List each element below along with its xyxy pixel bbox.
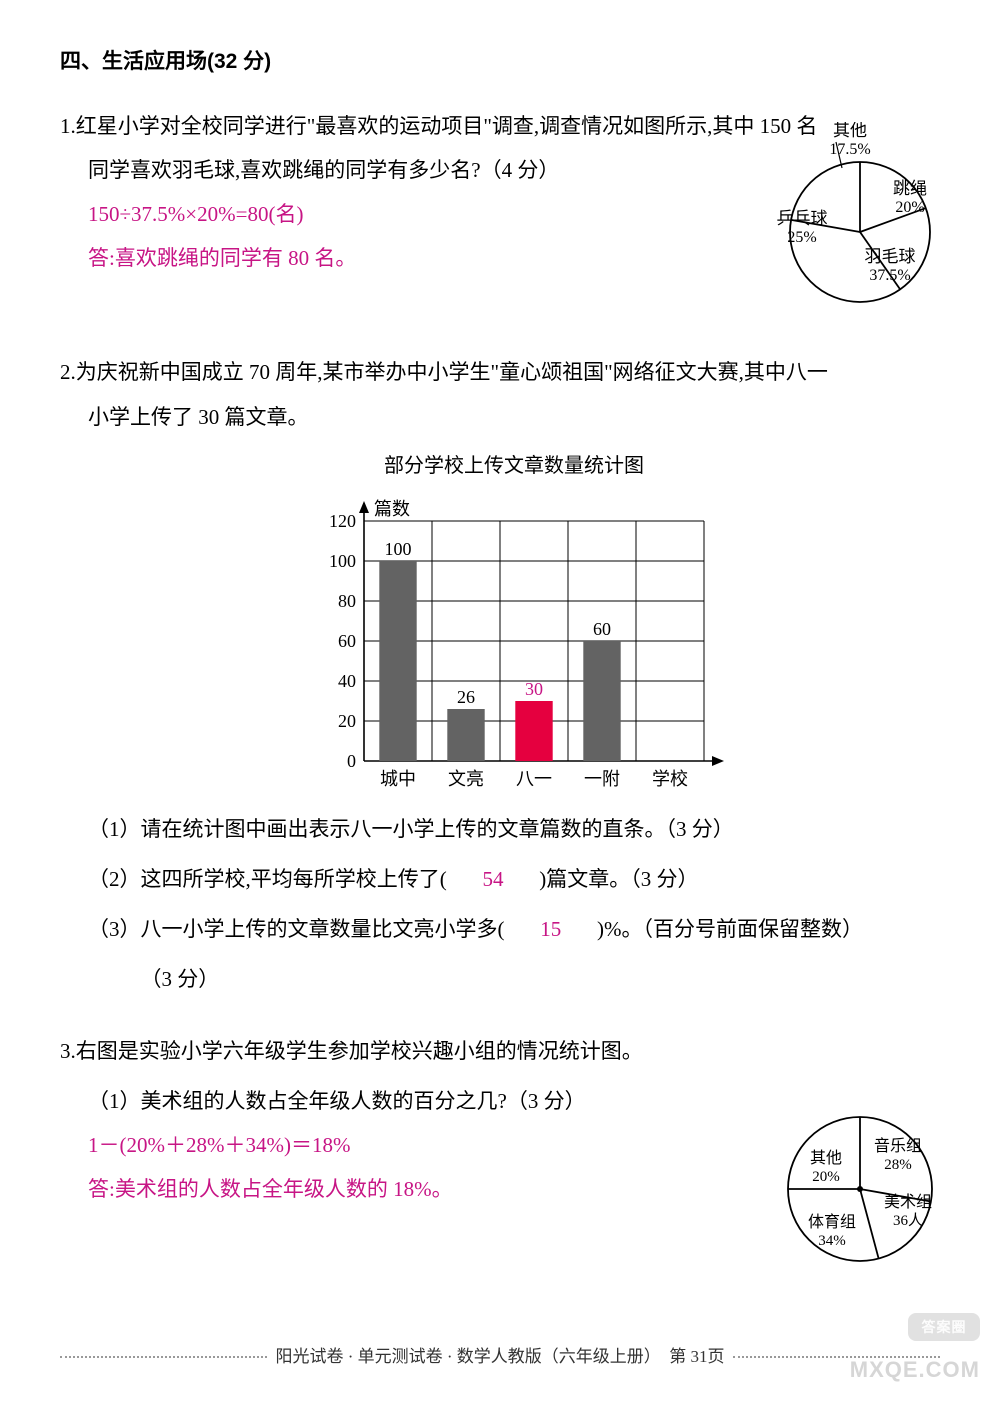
svg-text:100: 100	[385, 539, 412, 559]
svg-text:八一: 八一	[516, 769, 552, 789]
svg-text:40: 40	[338, 671, 356, 691]
svg-text:20%: 20%	[895, 199, 924, 216]
svg-text:美术组: 美术组	[884, 1193, 932, 1211]
q2-sub3-tail: （3 分）	[88, 957, 940, 1001]
q2-sub2: （2）这四所学校,平均每所学校上传了( 54 )篇文章。（3 分）	[88, 857, 940, 901]
q1-num: 1.	[60, 114, 76, 138]
svg-text:60: 60	[593, 619, 611, 639]
svg-text:羽毛球: 羽毛球	[865, 247, 916, 266]
question-3: 3.右图是实验小学六年级学生参加学校兴趣小组的情况统计图。 （1）美术组的人数占…	[60, 1029, 940, 1211]
q2-line1: 2.为庆祝新中国成立 70 周年,某市举办中小学生"童心颂祖国"网络征文大赛,其…	[60, 350, 940, 394]
q2-text-2: 小学上传了 30 篇文章。	[88, 395, 940, 439]
watermark: 答案圈 MXQE.COM	[850, 1347, 980, 1393]
svg-text:体育组: 体育组	[808, 1213, 856, 1231]
svg-text:文亮: 文亮	[448, 769, 484, 789]
svg-text:25%: 25%	[787, 229, 816, 246]
q2-sub3-post: )%。（百分号前面保留整数）	[576, 917, 863, 941]
q2-sub3-pre: （3）八一小学上传的文章数量比文亮小学多(	[88, 917, 526, 941]
q3-pie-chart: 音乐组 28% 美术组36人 体育组 34% 其他 20%	[770, 1099, 950, 1294]
q2-sub2-pre: （2）这四所学校,平均每所学校上传了(	[88, 867, 468, 891]
q1-text-1: 红星小学对全校同学进行"最喜欢的运动项目"调查,调查情况如图所示,其中 150 …	[76, 114, 818, 138]
svg-text:100: 100	[329, 551, 356, 571]
svg-text:篇数: 篇数	[374, 499, 410, 519]
svg-text:36人: 36人	[893, 1212, 923, 1229]
watermark-badge: 答案圈	[908, 1313, 980, 1341]
pie-chart-svg-2: 音乐组 28% 美术组36人 体育组 34% 其他 20%	[770, 1099, 950, 1279]
svg-text:34%: 34%	[818, 1233, 846, 1249]
q2-sub1: （1）请在统计图中画出表示八一小学上传的文章篇数的直条。（3 分）	[88, 807, 940, 851]
svg-text:60: 60	[338, 631, 356, 651]
svg-text:乒乓球: 乒乓球	[777, 209, 828, 228]
q2-sub3-answer: 15	[531, 907, 571, 951]
watermark-text: MXQE.COM	[850, 1357, 980, 1382]
svg-text:80: 80	[338, 591, 356, 611]
svg-text:26: 26	[457, 687, 475, 707]
svg-text:20%: 20%	[812, 1169, 840, 1185]
footer-text: 阳光试卷 · 单元测试卷 · 数学人教版（六年级上册） 第 31页	[275, 1339, 724, 1375]
page-footer: 阳光试卷 · 单元测试卷 · 数学人教版（六年级上册） 第 31页	[60, 1339, 940, 1375]
q2-sub2-answer: 54	[473, 857, 513, 901]
q3-text-1: 右图是实验小学六年级学生参加学校兴趣小组的情况统计图。	[76, 1039, 643, 1063]
q2-sub2-post: )篇文章。（3 分）	[518, 867, 698, 891]
svg-text:城中: 城中	[380, 769, 416, 789]
q2-chart-title: 部分学校上传文章数量统计图	[88, 445, 940, 487]
svg-text:0: 0	[347, 751, 356, 771]
q3-num: 3.	[60, 1039, 76, 1063]
footer-dots-left	[60, 1356, 267, 1358]
section-title: 四、生活应用场(32 分)	[60, 40, 940, 84]
svg-text:跳绳: 跳绳	[893, 179, 927, 198]
svg-text:17.5%: 17.5%	[829, 141, 870, 158]
svg-text:一附: 一附	[584, 769, 620, 789]
svg-text:学校: 学校	[652, 769, 688, 789]
q3-line1: 3.右图是实验小学六年级学生参加学校兴趣小组的情况统计图。	[60, 1029, 940, 1073]
q2-text-1: 为庆祝新中国成立 70 周年,某市举办中小学生"童心颂祖国"网络征文大赛,其中八…	[76, 360, 828, 384]
svg-text:其他: 其他	[810, 1149, 842, 1167]
svg-text:28%: 28%	[884, 1157, 912, 1173]
svg-text:37.5%: 37.5%	[869, 267, 910, 284]
svg-text:其他: 其他	[833, 122, 867, 140]
question-2: 2.为庆祝新中国成立 70 周年,某市举办中小学生"童心颂祖国"网络征文大赛,其…	[60, 350, 940, 1001]
svg-text:20: 20	[338, 711, 356, 731]
question-1: 1.红星小学对全校同学进行"最喜欢的运动项目"调查,调查情况如图所示,其中 15…	[60, 104, 940, 280]
svg-text:30: 30	[525, 679, 543, 699]
bar-chart-svg: 0 20 40 60 80 100 120 篇数 100 城中 26 文亮 30 八一 60 一附 学校	[304, 491, 724, 801]
svg-text:120: 120	[329, 511, 356, 531]
q2-sub3: （3）八一小学上传的文章数量比文亮小学多( 15 )%。（百分号前面保留整数）	[88, 907, 940, 951]
svg-text:音乐组: 音乐组	[874, 1137, 922, 1155]
q2-num: 2.	[60, 360, 76, 384]
pie-chart-svg: 其他17.5% 跳绳20% 羽毛球37.5% 乒乓球25%	[760, 122, 960, 322]
q1-pie-chart: 其他17.5% 跳绳20% 羽毛球37.5% 乒乓球25%	[760, 122, 960, 337]
